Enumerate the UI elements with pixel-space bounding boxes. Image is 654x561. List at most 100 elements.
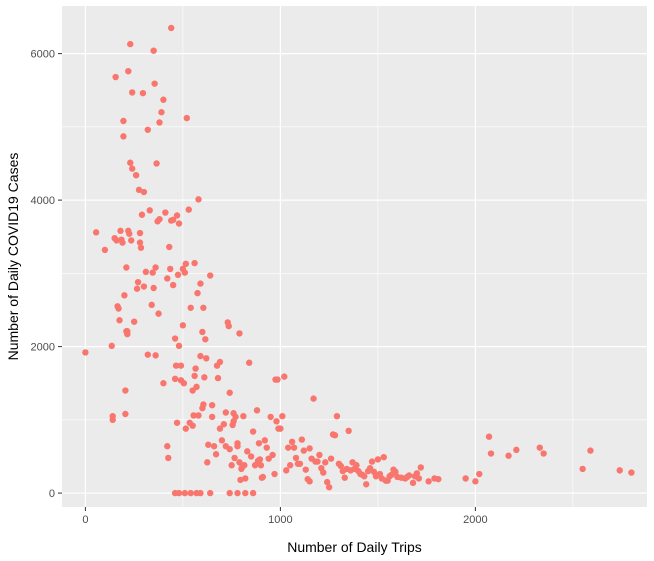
data-point: [193, 383, 200, 391]
data-point: [190, 412, 197, 419]
data-point: [172, 362, 180, 369]
data-point: [476, 470, 483, 478]
data-point: [226, 445, 233, 453]
x-axis-title: Number of Daily Trips: [287, 539, 422, 555]
data-point: [191, 372, 198, 380]
data-point: [288, 438, 296, 446]
data-point: [505, 452, 512, 459]
data-point: [536, 444, 543, 451]
data-point: [128, 237, 135, 244]
data-point: [182, 260, 190, 268]
data-point: [273, 418, 280, 425]
data-point: [257, 462, 265, 469]
data-point: [240, 412, 247, 420]
data-point: [337, 462, 345, 470]
data-point: [175, 489, 183, 497]
data-point: [182, 425, 190, 432]
data-point: [220, 421, 228, 428]
data-point: [120, 133, 127, 140]
data-point: [237, 476, 244, 484]
y-tick-label: 0: [49, 488, 55, 500]
data-point: [361, 473, 368, 480]
data-point: [115, 305, 122, 312]
data-point: [167, 265, 174, 273]
data-point: [146, 207, 153, 214]
data-point: [175, 342, 183, 350]
data-point: [197, 352, 204, 360]
data-point: [160, 380, 167, 387]
data-point: [199, 328, 206, 336]
data-point: [175, 220, 183, 227]
data-point: [540, 450, 547, 457]
data-point: [185, 206, 192, 213]
data-point: [136, 229, 144, 237]
data-point: [125, 67, 132, 75]
data-point: [256, 456, 264, 463]
data-point: [195, 196, 202, 203]
data-point: [281, 373, 288, 380]
data-point: [151, 80, 158, 87]
data-point: [242, 475, 249, 482]
data-point: [201, 374, 208, 381]
data-point: [187, 304, 194, 311]
data-point: [462, 475, 469, 482]
data-point: [208, 413, 216, 421]
data-point: [374, 456, 382, 463]
data-point: [150, 47, 157, 54]
data-point: [150, 284, 157, 292]
data-point: [286, 462, 294, 469]
data-point: [325, 484, 333, 491]
data-point: [306, 478, 313, 485]
data-point: [247, 453, 255, 460]
data-point: [415, 475, 423, 482]
data-point: [92, 229, 100, 236]
data-point: [129, 165, 136, 172]
data-point: [218, 437, 226, 444]
data-point: [138, 211, 146, 218]
data-point: [197, 489, 204, 497]
data-point: [155, 310, 162, 317]
data-point: [579, 465, 586, 473]
data-point: [177, 362, 185, 369]
data-point: [165, 454, 172, 462]
data-point: [277, 425, 284, 432]
data-point: [208, 401, 216, 409]
data-point: [117, 227, 124, 235]
data-point: [306, 445, 313, 452]
data-point: [333, 412, 341, 420]
y-axis-ticks: 0 2000 4000 6000: [31, 49, 62, 500]
data-point: [202, 336, 209, 343]
data-point: [322, 459, 329, 466]
data-point: [124, 330, 131, 338]
data-point: [132, 172, 140, 179]
data-point: [194, 289, 201, 297]
data-point: [195, 412, 202, 419]
data-point: [226, 389, 233, 396]
data-point: [246, 359, 253, 366]
data-point: [166, 243, 173, 251]
data-point: [101, 246, 109, 254]
data-point: [82, 349, 89, 356]
data-point: [129, 89, 136, 96]
data-points: [82, 24, 635, 497]
data-point: [300, 447, 307, 454]
data-point: [135, 186, 143, 194]
data-point: [274, 376, 281, 383]
data-point: [263, 444, 270, 451]
data-point: [222, 409, 229, 416]
data-point: [169, 216, 177, 224]
data-point: [249, 489, 257, 497]
data-point: [271, 470, 278, 478]
data-point: [203, 355, 210, 362]
data-point: [255, 440, 263, 447]
data-point: [149, 269, 156, 276]
data-point: [267, 413, 274, 421]
data-point: [189, 422, 196, 429]
data-point: [320, 469, 327, 476]
data-point: [380, 453, 387, 461]
data-point: [181, 489, 189, 497]
y-tick-label: 6000: [31, 49, 55, 61]
data-point: [241, 462, 248, 469]
data-point: [413, 470, 421, 477]
